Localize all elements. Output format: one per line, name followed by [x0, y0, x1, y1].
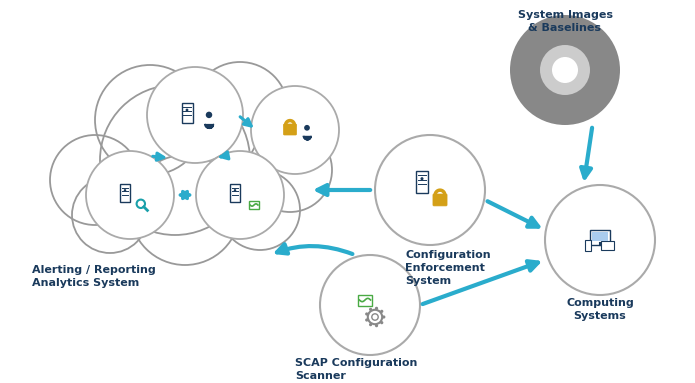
Text: System Images
& Baselines: System Images & Baselines: [518, 10, 612, 33]
Circle shape: [86, 151, 174, 239]
Circle shape: [375, 307, 378, 310]
Circle shape: [248, 128, 332, 212]
Circle shape: [147, 67, 243, 163]
Circle shape: [192, 62, 288, 158]
Circle shape: [100, 85, 250, 235]
Circle shape: [196, 151, 284, 239]
Circle shape: [380, 321, 384, 324]
Circle shape: [372, 314, 378, 320]
Circle shape: [540, 45, 590, 95]
FancyBboxPatch shape: [592, 232, 607, 241]
Text: Computing
Systems: Computing Systems: [566, 298, 634, 321]
Circle shape: [380, 310, 384, 313]
Circle shape: [304, 125, 310, 131]
FancyBboxPatch shape: [584, 240, 591, 250]
Circle shape: [320, 255, 420, 355]
Circle shape: [420, 177, 423, 180]
Circle shape: [369, 323, 373, 326]
Circle shape: [365, 318, 368, 322]
Circle shape: [220, 170, 300, 250]
Circle shape: [186, 109, 188, 111]
FancyBboxPatch shape: [181, 103, 193, 123]
Circle shape: [375, 324, 378, 327]
FancyBboxPatch shape: [590, 230, 610, 245]
Circle shape: [124, 189, 126, 192]
FancyBboxPatch shape: [433, 194, 447, 206]
Circle shape: [251, 86, 339, 174]
FancyBboxPatch shape: [120, 184, 130, 202]
Circle shape: [510, 15, 620, 125]
FancyBboxPatch shape: [230, 184, 240, 202]
Circle shape: [375, 135, 485, 245]
Circle shape: [206, 112, 212, 118]
FancyBboxPatch shape: [284, 124, 297, 135]
FancyBboxPatch shape: [249, 201, 259, 209]
Circle shape: [382, 315, 386, 319]
Circle shape: [552, 57, 578, 83]
Circle shape: [365, 313, 368, 316]
Text: Configuration
Enforcement
System: Configuration Enforcement System: [405, 250, 491, 286]
Circle shape: [95, 65, 205, 175]
Circle shape: [72, 177, 148, 253]
Wedge shape: [302, 136, 311, 140]
Text: Alerting / Reporting
Analytics System: Alerting / Reporting Analytics System: [32, 265, 156, 288]
Circle shape: [234, 189, 236, 192]
Text: SCAP Configuration
Scanner: SCAP Configuration Scanner: [295, 358, 418, 381]
FancyBboxPatch shape: [358, 295, 372, 306]
Circle shape: [545, 185, 655, 295]
Circle shape: [369, 308, 373, 311]
FancyBboxPatch shape: [416, 171, 428, 193]
Wedge shape: [204, 124, 214, 129]
Circle shape: [50, 135, 140, 225]
Circle shape: [130, 155, 240, 265]
FancyBboxPatch shape: [600, 241, 614, 250]
